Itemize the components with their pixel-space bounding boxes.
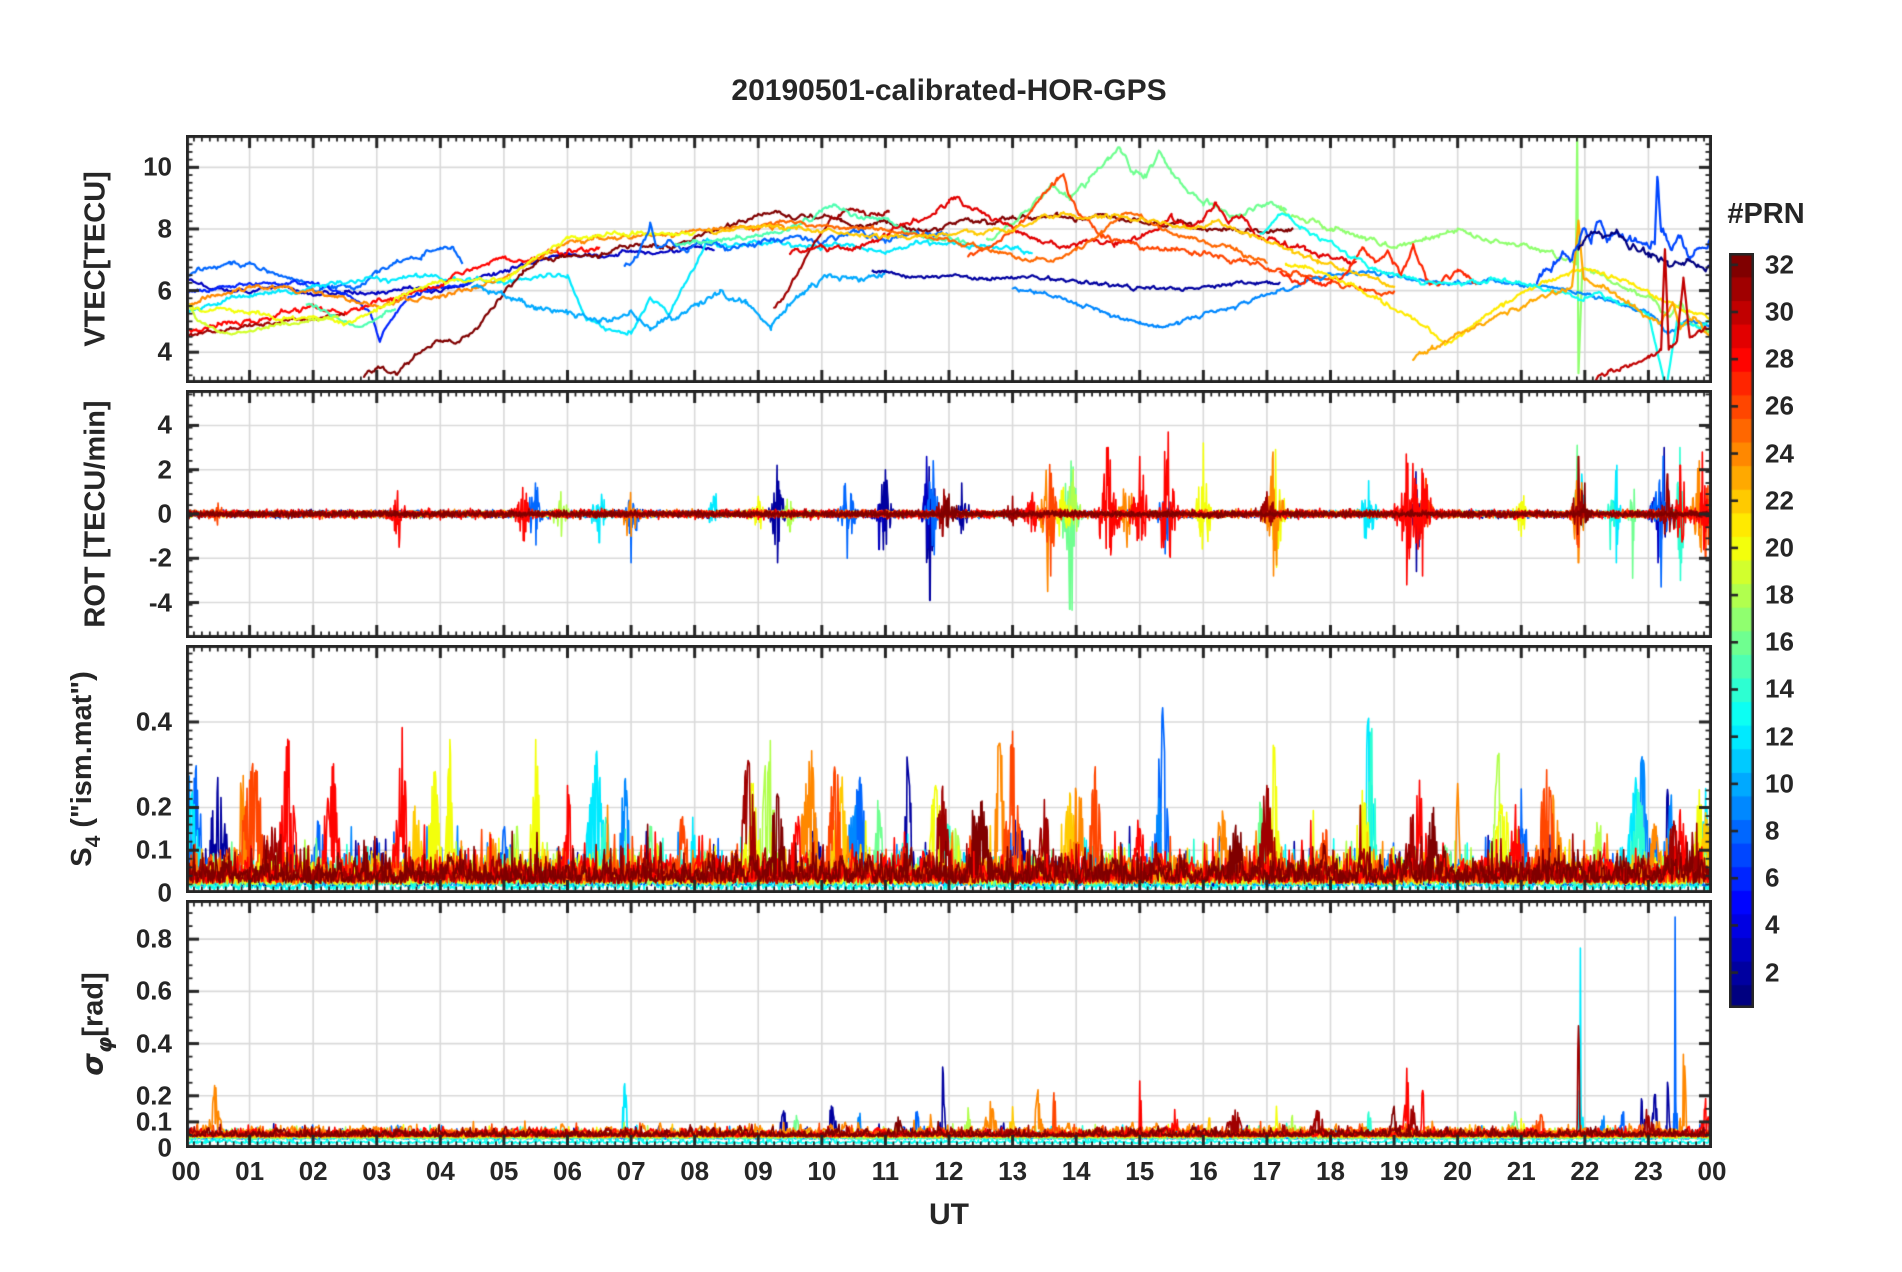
- y-tick-label-sigma_phi: 0.6: [135, 975, 172, 1006]
- colorbar-tick-label: 28: [1765, 343, 1794, 374]
- s4-label-rest: ("ism.mat"): [66, 671, 98, 836]
- s4-axis-label: S4 ("ism.mat"): [66, 671, 106, 867]
- x-tick-label: 23: [1633, 1156, 1663, 1186]
- y-tick-label-vtec: 10: [143, 151, 172, 182]
- y-tick-label-sigma_phi: 0.1: [135, 1106, 172, 1137]
- y-tick-label-s4: 0.4: [135, 706, 172, 737]
- vtec-panel-plot: [186, 135, 1712, 383]
- colorbar-tick-label: 18: [1765, 579, 1794, 610]
- colorbar-tick-label: 26: [1765, 390, 1794, 421]
- x-tick-label: 08: [680, 1156, 710, 1186]
- x-tick-label: 06: [553, 1156, 582, 1186]
- chart-title: 20190501-calibrated-HOR-GPS: [731, 74, 1167, 107]
- x-tick-label: 03: [362, 1156, 392, 1186]
- y-tick-label-rot: 2: [157, 454, 172, 485]
- rot-axis-label: ROT [TECU/min]: [79, 400, 112, 628]
- y-tick-label-rot: 0: [157, 498, 172, 529]
- y-tick-label-rot: -2: [148, 542, 172, 573]
- colorbar-title: #PRN: [1727, 198, 1805, 230]
- s4-panel-plot: [186, 645, 1712, 893]
- y-tick-label-sigma_phi: 0.4: [135, 1028, 172, 1059]
- y-tick-label-vtec: 8: [157, 213, 172, 244]
- s4-label-subscript: 4: [82, 835, 105, 848]
- x-tick-label: 14: [1061, 1156, 1091, 1186]
- sigma-phi-axis-label: σφ[rad]: [76, 972, 117, 1075]
- x-tick-label: 12: [934, 1156, 964, 1186]
- x-tick-label: 20: [1443, 1156, 1473, 1186]
- rot-panel-plot: [186, 390, 1712, 638]
- colorbar-tick-label: 14: [1765, 673, 1794, 704]
- x-tick-label: 05: [489, 1156, 519, 1186]
- y-tick-label-vtec: 4: [157, 336, 172, 367]
- x-tick-label: 19: [1379, 1156, 1409, 1186]
- x-tick-label: 04: [425, 1156, 455, 1186]
- s4-label-main: S: [66, 847, 98, 867]
- x-tick-label: 21: [1506, 1156, 1536, 1186]
- x-tick-label: 16: [1188, 1156, 1218, 1186]
- x-tick-label: 22: [1570, 1156, 1600, 1186]
- y-tick-label-s4: 0.2: [135, 791, 172, 822]
- colorbar: [1729, 253, 1754, 1008]
- colorbar-tick-label: 32: [1765, 249, 1794, 280]
- vtec-axis-label: VTEC[TECU]: [79, 171, 112, 347]
- y-tick-label-rot: -4: [148, 587, 172, 618]
- x-tick-label: 15: [1125, 1156, 1155, 1186]
- phi-subscript: φ: [92, 1036, 117, 1054]
- colorbar-tick-label: 20: [1765, 532, 1794, 563]
- x-tick-label: 09: [743, 1156, 773, 1186]
- x-tick-label: 01: [235, 1156, 265, 1186]
- sigma-phi-label-rest: [rad]: [77, 972, 110, 1037]
- x-tick-label: 07: [616, 1156, 646, 1186]
- colorbar-tick-label: 8: [1765, 815, 1780, 846]
- x-tick-label: 10: [807, 1156, 837, 1186]
- sigma-symbol: σ: [75, 1053, 110, 1076]
- colorbar-tick-label: 2: [1765, 957, 1780, 988]
- colorbar-tick-label: 30: [1765, 296, 1794, 327]
- x-tick-label: 13: [998, 1156, 1028, 1186]
- colorbar-tick-label: 6: [1765, 862, 1780, 893]
- colorbar-tick-label: 16: [1765, 626, 1794, 657]
- y-tick-label-sigma_phi: 0: [157, 1132, 172, 1163]
- x-tick-label: 00: [1697, 1156, 1727, 1186]
- x-tick-label: 11: [871, 1156, 900, 1186]
- colorbar-tick-label: 24: [1765, 438, 1794, 469]
- colorbar-tick-label: 10: [1765, 768, 1794, 799]
- colorbar-tick-label: 22: [1765, 485, 1794, 516]
- colorbar-tick-label: 4: [1765, 909, 1780, 940]
- y-tick-label-vtec: 6: [157, 275, 172, 306]
- y-tick-label-s4: 0: [157, 877, 172, 908]
- y-tick-label-s4: 0.1: [135, 834, 172, 865]
- x-tick-label: 18: [1316, 1156, 1345, 1186]
- y-tick-label-rot: 4: [157, 409, 172, 440]
- colorbar-tick-label: 12: [1765, 721, 1794, 752]
- sigma-phi-panel-plot: [186, 900, 1712, 1148]
- x-tick-label: 02: [298, 1156, 328, 1186]
- x-tick-label: 00: [171, 1156, 201, 1186]
- y-tick-label-sigma_phi: 0.8: [135, 923, 172, 954]
- x-tick-label: 17: [1252, 1156, 1282, 1186]
- x-axis-label: UT: [929, 1198, 969, 1231]
- y-tick-label-sigma_phi: 0.2: [135, 1080, 172, 1111]
